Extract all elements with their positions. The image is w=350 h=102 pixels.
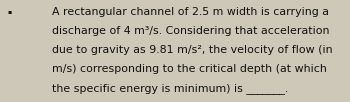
- Text: m/s) corresponding to the critical depth (at which: m/s) corresponding to the critical depth…: [52, 64, 327, 74]
- Text: A rectangular channel of 2.5 m width is carrying a: A rectangular channel of 2.5 m width is …: [52, 7, 329, 17]
- Text: ▪: ▪: [7, 9, 11, 14]
- Text: discharge of 4 m³/s. Considering that acceleration: discharge of 4 m³/s. Considering that ac…: [52, 26, 330, 36]
- Text: the specific energy is minimum) is _______.: the specific energy is minimum) is _____…: [52, 83, 289, 94]
- Text: due to gravity as 9.81 m/s², the velocity of flow (in: due to gravity as 9.81 m/s², the velocit…: [52, 45, 333, 55]
